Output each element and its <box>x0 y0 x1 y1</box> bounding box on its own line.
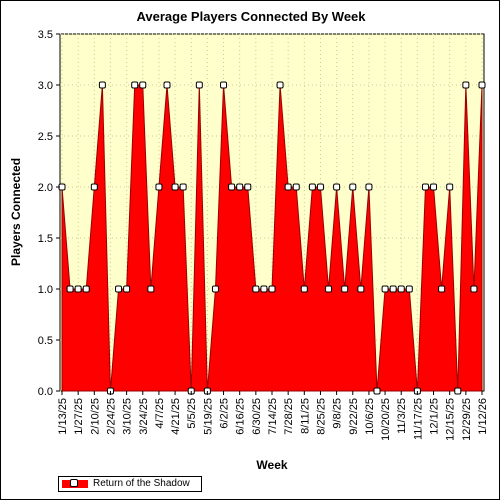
data-point <box>357 285 365 293</box>
data-point <box>179 183 187 191</box>
data-point <box>389 285 397 293</box>
series-area-return-of-the-shadow <box>61 84 483 392</box>
x-tick-label: 12/29/25 <box>461 398 473 441</box>
data-point <box>147 285 155 293</box>
x-tick-label: 2/10/25 <box>89 398 101 435</box>
data-point <box>260 285 268 293</box>
data-point <box>373 387 381 395</box>
y-tick-label: 1.5 <box>38 233 53 245</box>
data-point <box>430 183 438 191</box>
x-tick-label: 7/28/25 <box>283 398 295 435</box>
data-point <box>228 183 236 191</box>
x-tick-label: 3/10/25 <box>122 398 134 435</box>
data-point <box>316 183 324 191</box>
y-tick-label: 0.5 <box>38 335 53 347</box>
x-tick-label: 3/24/25 <box>138 398 150 435</box>
x-tick-label: 7/14/25 <box>267 398 279 435</box>
y-tick-label: 3.5 <box>38 29 53 41</box>
data-point <box>325 285 333 293</box>
x-tick-label: 8/25/25 <box>315 398 327 435</box>
data-point <box>405 285 413 293</box>
x-ticks: 1/13/25 1/27/25 2/10/25 2/24/25 3/10/25 3/24/… <box>57 391 489 441</box>
data-point <box>300 285 308 293</box>
data-point <box>397 285 405 293</box>
data-point <box>446 183 454 191</box>
x-tick-label: 1/12/26 <box>477 398 489 435</box>
data-point <box>123 285 131 293</box>
data-point <box>462 81 470 89</box>
x-tick-label: 4/21/25 <box>170 398 182 435</box>
data-point <box>74 285 82 293</box>
x-tick-label: 5/19/25 <box>202 398 214 435</box>
data-point <box>236 183 244 191</box>
legend-label: Return of the Shadow <box>93 478 190 489</box>
x-tick-label: 1/27/25 <box>73 398 85 435</box>
data-point <box>478 81 486 89</box>
x-tick-label: 6/16/25 <box>235 398 247 435</box>
data-point <box>333 183 341 191</box>
y-tick-label: 0.0 <box>38 386 53 398</box>
data-point <box>421 183 429 191</box>
data-point <box>98 81 106 89</box>
data-point <box>284 183 292 191</box>
data-point <box>292 183 300 191</box>
data-point <box>276 81 284 89</box>
series-area-layer <box>61 84 483 392</box>
x-tick-label: 1/13/25 <box>57 398 69 435</box>
x-tick-label: 11/3/25 <box>396 398 408 434</box>
y-ticks: 0.0 0.5 1.0 1.5 2.0 2.5 3.0 3.5 <box>38 29 60 398</box>
x-tick-label: 12/1/25 <box>429 398 441 435</box>
data-point <box>268 285 276 293</box>
x-axis-title: Week <box>256 458 287 472</box>
y-tick-label: 2.0 <box>38 182 53 194</box>
data-point <box>163 81 171 89</box>
x-tick-label: 10/20/25 <box>380 398 392 441</box>
legend-marker-icon <box>70 479 78 487</box>
x-tick-label: 2/24/25 <box>105 398 117 435</box>
x-tick-label: 5/5/25 <box>186 398 198 429</box>
data-point <box>470 285 478 293</box>
x-tick-label: 6/30/25 <box>251 398 263 435</box>
data-point <box>220 81 228 89</box>
data-point <box>252 285 260 293</box>
x-tick-label: 11/17/25 <box>412 398 424 440</box>
y-axis-title: Players Connected <box>9 158 23 266</box>
data-point <box>438 285 446 293</box>
x-tick-label: 9/22/25 <box>348 398 360 435</box>
data-point <box>171 183 179 191</box>
x-tick-label: 4/7/25 <box>154 398 166 429</box>
data-point <box>349 183 357 191</box>
data-point <box>155 183 163 191</box>
data-point <box>66 285 74 293</box>
x-tick-label: 6/2/25 <box>219 398 231 429</box>
y-tick-label: 1.0 <box>38 284 53 296</box>
chart-title: Average Players Connected By Week <box>136 9 366 24</box>
series-markers <box>58 81 486 395</box>
legend: Return of the Shadow <box>58 476 202 492</box>
x-tick-label: 9/8/25 <box>332 398 344 429</box>
data-point <box>195 81 203 89</box>
x-tick-label: 8/11/25 <box>299 398 311 434</box>
data-point <box>341 285 349 293</box>
data-point <box>381 285 389 293</box>
data-point <box>244 183 252 191</box>
data-point <box>139 81 147 89</box>
data-point <box>365 183 373 191</box>
data-point <box>90 183 98 191</box>
data-point <box>308 183 316 191</box>
data-point <box>115 285 123 293</box>
x-tick-label: 12/15/25 <box>445 398 457 441</box>
data-point <box>211 285 219 293</box>
data-point <box>454 387 462 395</box>
data-point <box>131 81 139 89</box>
y-tick-label: 3.0 <box>38 80 53 92</box>
data-point <box>82 285 90 293</box>
y-tick-label: 2.5 <box>38 131 53 143</box>
x-tick-label: 10/6/25 <box>364 398 376 435</box>
